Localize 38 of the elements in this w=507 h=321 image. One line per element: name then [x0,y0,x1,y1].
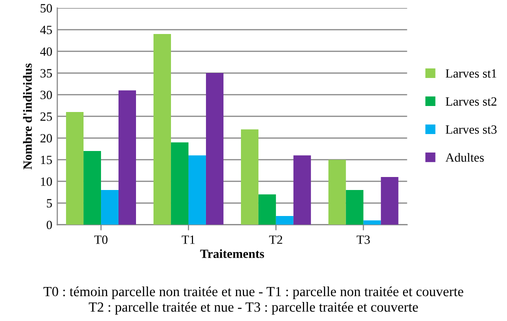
x-tick-label: T1 [182,236,195,244]
y-tick-label: 20 [40,134,52,142]
x-tick-label: T3 [356,236,370,244]
bar [240,129,258,225]
bar [363,220,381,225]
y-tick-label: 5 [46,199,52,208]
bar [206,73,224,225]
bar [101,190,119,225]
legend-label: Larves st3 [446,125,497,134]
bar [380,177,398,225]
y-tick-label: 0 [46,220,52,230]
y-tick-label: 35 [40,69,52,78]
bar [328,160,346,225]
y-tick-label: 10 [41,177,52,186]
bar [346,190,364,225]
bar [170,142,188,225]
x-tick-label: T2 [269,236,282,244]
bar [188,155,206,225]
legend-label: Larves st1 [446,69,496,78]
bar [84,151,102,225]
x-axis-title: Traitements [200,249,264,258]
y-tick-label: 40 [40,47,52,56]
text: T0 : témoin parcelle non traitée et nue - T1 : parcelle non traitée et couverte T2 : parcelle traitée et nue - T3 : parcelle traitée et couverte [44,286,464,315]
legend-label: Adultes [445,152,484,162]
y-tick-label: 45 [40,26,52,34]
y-axis-title: Nombre d'individus [23,63,32,170]
bar [293,155,311,225]
bar [153,34,171,225]
y-tick-label: 25 [40,112,52,121]
bar [66,112,84,225]
bar [258,194,276,225]
y-tick-label: 15 [41,156,52,164]
legend-label: Larves st2 [446,97,496,106]
bar [276,216,294,225]
y-tick-label: 50 [40,4,52,12]
x-tick-label: T0 [94,235,108,244]
y-tick-label: 30 [40,90,52,100]
bar [118,90,136,225]
